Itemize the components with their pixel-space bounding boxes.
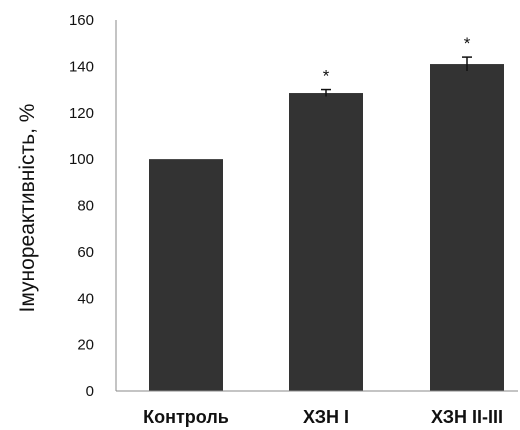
y-tick-label: 140 bbox=[69, 58, 94, 75]
category-label: Контроль bbox=[143, 407, 229, 427]
bar bbox=[289, 93, 363, 391]
significance-star: * bbox=[464, 34, 471, 53]
category-label: ХЗН ІІ-ІІІ bbox=[431, 407, 503, 427]
significance-star: * bbox=[323, 67, 330, 86]
category-labels: Контроль ХЗН І ХЗН ІІ-ІІІ bbox=[143, 407, 503, 427]
category-label: ХЗН І bbox=[303, 407, 349, 427]
bar bbox=[430, 64, 504, 391]
y-tick-label: 20 bbox=[77, 337, 94, 354]
bars bbox=[149, 64, 504, 391]
y-tick-label: 100 bbox=[69, 151, 94, 168]
y-tick-label: 0 bbox=[86, 383, 94, 400]
y-tick-label: 60 bbox=[77, 244, 94, 261]
y-tick-label: 120 bbox=[69, 105, 94, 122]
bar bbox=[149, 159, 223, 391]
y-tick-label: 160 bbox=[69, 12, 94, 29]
y-tick-label: 40 bbox=[77, 290, 94, 307]
y-axis-label: Імунореактивність, % bbox=[16, 104, 39, 313]
y-tick-labels: 0 20 40 60 80 100 120 140 160 bbox=[69, 12, 94, 400]
y-tick-label: 80 bbox=[77, 198, 94, 215]
